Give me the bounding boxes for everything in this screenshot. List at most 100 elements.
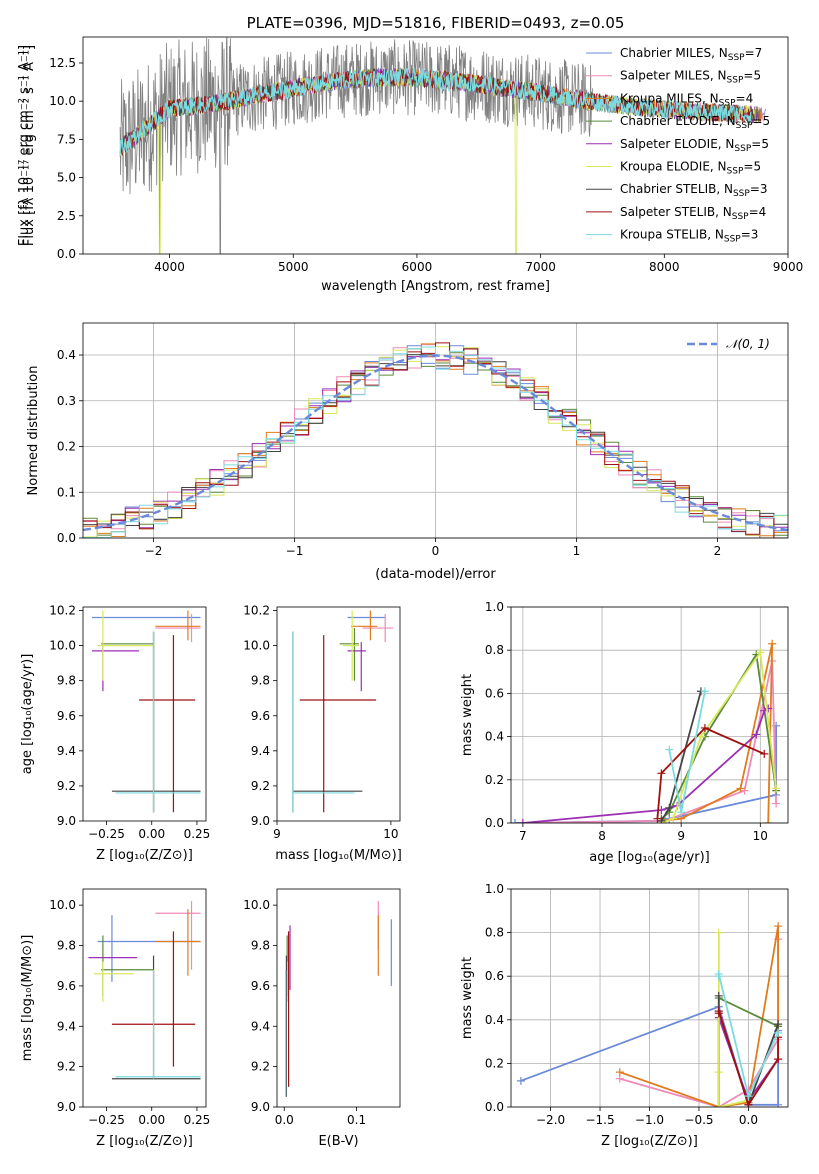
series-marker-kroupa_stelib [700,687,709,696]
series-marker-chabrier_stelib [774,1020,783,1029]
x-tick-label: 0.25 [184,1113,211,1127]
y-tick-label: 9.0 [251,814,270,828]
y-tick-label: 9.2 [251,779,270,793]
mass-vs-ebv-points [285,901,392,1097]
y-tick-label: 1.0 [485,882,504,896]
y-tick-label: 9.6 [251,979,270,993]
legend-suffix: =5 [751,137,769,151]
x-tick-label: 0 [432,544,440,558]
series-line-salpeter_stelib [656,726,765,819]
series-marker-kroupa_stelib [744,1092,753,1101]
spectrum-title: PLATE=0396, MJD=51816, FIBERID=0493, z=0… [247,14,625,32]
y-tick-label: 10.2 [243,604,270,618]
y-tick-label: 0.8 [485,643,504,657]
y-tick-label: 9.2 [57,779,76,793]
y-tick-label: 0.4 [485,730,504,744]
x-tick-label: −1 [286,544,304,558]
mass-vs-z-axes: −0.25 0.00 0.25 9.0 9.2 9.4 9.6 9.8 10.0 [49,898,210,1127]
legend-name: Kroupa STELIB, N [620,228,724,242]
x-tick-label: −2.0 [536,1113,565,1127]
y-tick-label: 2.5 [57,209,76,223]
y-tick-label: 10.2 [49,604,76,618]
normal-curve [83,354,788,532]
y-tick-label: 9.0 [57,814,76,828]
x-tick-label: 0.0 [739,1113,758,1127]
histogram-kroupa_stelib [83,346,788,538]
mass-vs-z-xlabel: Z [log₁₀(Z/Z⊙)] [96,1134,193,1149]
model-kroupa_stelib [119,67,752,156]
weight-vs-age-axes: 7 8 9 10 0.0 0.2 0.4 0.6 0.8 1.0 [485,600,788,843]
y-tick-label: 10.0 [243,639,270,653]
spectrum-axes: 4000 5000 6000 7000 8000 9000 0.0 2.5 5.0 7.5 10.0… [49,56,803,274]
y-tick-label: 0.0 [485,816,504,830]
y-tick-label: 9.4 [57,744,76,758]
legend-sub: SSP [727,167,744,177]
series-marker-chabrier_stelib [665,803,674,812]
series-line-salpeter_elodie [522,707,769,823]
legend-normal-label: 𝒩(0, 1) [726,337,770,351]
y-tick-label: 0.0 [485,1100,504,1114]
series-marker-kroupa_miles [774,922,783,931]
legend-name: Kroupa MILES, N [620,91,719,105]
y-tick-label: 10.0 [243,898,270,912]
legend-sub: SSP [736,121,753,131]
series-marker-kroupa_elodie [669,814,678,823]
y-tick-label: 10.0 [49,94,76,108]
legend-suffix: =3 [750,182,768,196]
legend-suffix: =7 [745,46,763,60]
x-tick-label: 0.25 [184,827,211,841]
series-marker-salpeter_elodie [518,819,527,823]
y-tick-label: 0.1 [57,485,76,499]
age-vs-mass-points [292,610,394,813]
x-tick-label: 0.00 [138,1113,165,1127]
legend-suffix: =4 [749,205,767,219]
series-marker-salpeter_stelib [714,1007,723,1016]
weight-vs-z-xlabel: Z [log₁₀(Z/Z⊙)] [601,1134,698,1149]
legend-name: Chabrier ELODIE, N [620,114,736,128]
series-marker-kroupa_elodie [772,784,781,793]
spectrum-xlabel: wavelength [Angstrom, rest frame] [321,279,550,294]
y-tick-label: 0.2 [485,773,504,787]
y-tick-label: 9.0 [251,1100,270,1114]
x-tick-label: 0.00 [138,827,165,841]
series-marker-chabrier_miles [774,1100,783,1107]
legend-sub: SSP [719,98,736,108]
x-tick-label: 5000 [278,260,309,274]
x-tick-label: 0.1 [347,1113,366,1127]
series-marker-kroupa_miles [615,1068,624,1077]
series-marker-kroupa_elodie [714,1068,723,1077]
series-marker-chabrier_miles [511,819,519,823]
legend-sub: SSP [732,212,749,222]
series-marker-kroupa_stelib [665,745,674,754]
x-tick-label: 7000 [525,260,556,274]
x-tick-label: −1.5 [585,1113,614,1127]
y-tick-label: 9.6 [251,709,270,723]
spectrum-frame [82,36,789,255]
series-marker-salpeter_elodie [752,730,761,739]
y-tick-label: 9.8 [251,674,270,688]
weight-vs-z-frame [510,888,789,1108]
series-marker-salpeter_stelib [774,1055,783,1064]
histograms [83,342,788,538]
x-tick-label: 0.0 [275,1113,294,1127]
legend-name: Salpeter STELIB, N [620,205,732,219]
x-tick-label: 9 [273,827,281,841]
x-tick-label: −0.25 [88,1113,125,1127]
series-marker-salpeter_stelib [700,723,709,732]
x-tick-label: 4000 [154,260,185,274]
series-marker-kroupa_miles [736,784,745,793]
y-tick-label: 7.5 [57,132,76,146]
legend-label: Salpeter STELIB, NSSP=4 [620,205,766,222]
age-vs-z-frame [82,606,207,822]
y-tick-label: 9.8 [57,939,76,953]
series-marker-kroupa_elodie [714,1103,723,1107]
legend-suffix: =5 [743,69,761,83]
y-tick-label: 0.2 [485,1056,504,1070]
y-tick-label: 9.6 [57,709,76,723]
y-tick-label: 9.6 [57,979,76,993]
y-tick-label: 0.0 [57,247,76,261]
legend-label: Salpeter ELODIE, NSSP=5 [620,137,769,154]
mass-vs-ebv-axes: 0.0 0.1 9.0 9.2 9.4 9.6 9.8 10.0 [243,898,366,1127]
age-vs-z-points [92,610,201,813]
